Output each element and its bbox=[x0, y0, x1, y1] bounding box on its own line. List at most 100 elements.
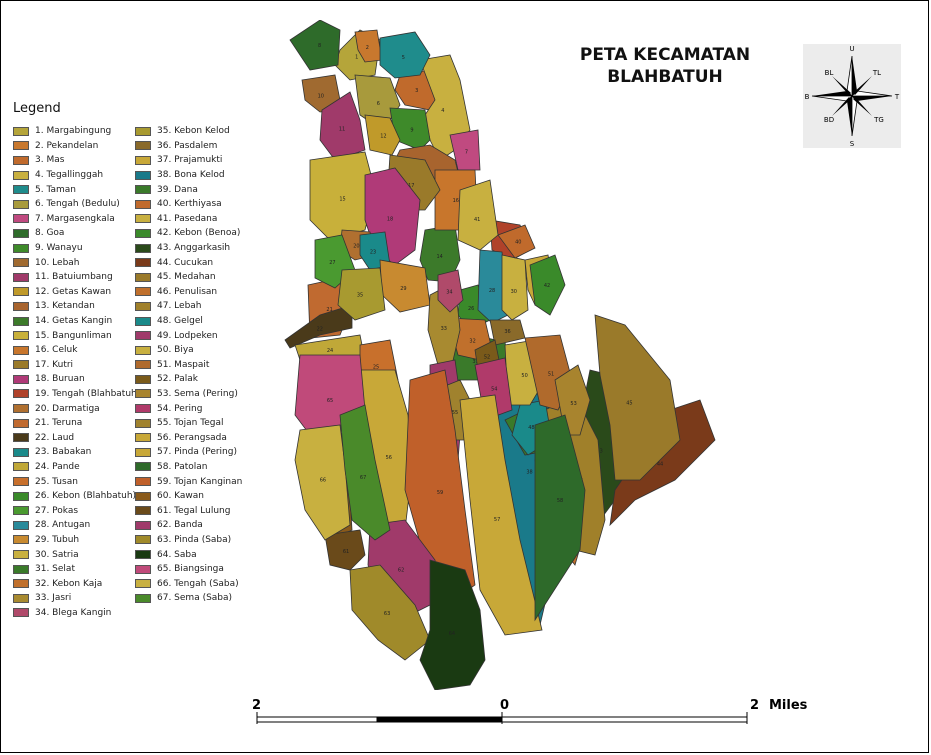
district-number-label: 20 bbox=[353, 243, 359, 249]
district-number-label: 12 bbox=[380, 134, 386, 140]
legend-swatch bbox=[135, 126, 151, 136]
legend-item: 40. Kerthiyasa bbox=[135, 197, 242, 212]
legend-label: 51. Maspait bbox=[157, 359, 210, 370]
legend-label: 21. Teruna bbox=[35, 418, 83, 429]
legend-item: 23. Babakan bbox=[13, 445, 140, 460]
legend-label: 52. Palak bbox=[157, 374, 198, 385]
legend-item: 35. Kebon Kelod bbox=[135, 124, 242, 139]
district-number-label: 8 bbox=[318, 43, 321, 49]
legend-label: 10. Lebah bbox=[35, 257, 80, 268]
legend-label: 4. Tegallinggah bbox=[35, 170, 104, 181]
district-number-label: 29 bbox=[400, 286, 406, 292]
legend-label: 17. Kutri bbox=[35, 359, 74, 370]
legend-swatch bbox=[135, 185, 151, 195]
district-number-label: 2 bbox=[366, 45, 369, 51]
district-number-label: 27 bbox=[329, 260, 335, 266]
legend-item: 36. Pasdalem bbox=[135, 139, 242, 154]
legend-item: 54. Pering bbox=[135, 401, 242, 416]
legend-item: 46. Penulisan bbox=[135, 285, 242, 300]
district-region bbox=[319, 91, 366, 161]
district-number-label: 38 bbox=[526, 470, 532, 476]
legend-swatch bbox=[13, 228, 29, 238]
legend-swatch bbox=[135, 506, 151, 516]
legend-item: 45. Medahan bbox=[135, 270, 242, 285]
legend-swatch bbox=[135, 155, 151, 165]
district-number-label: 35 bbox=[357, 293, 363, 299]
legend-label: 23. Babakan bbox=[35, 447, 92, 458]
legend-item: 30. Satria bbox=[13, 547, 140, 562]
legend-swatch bbox=[13, 126, 29, 136]
legend-label: 48. Gelgel bbox=[157, 316, 203, 327]
legend-label: 38. Bona Kelod bbox=[157, 170, 225, 181]
district-number-label: 32 bbox=[469, 339, 475, 345]
legend-swatch bbox=[13, 520, 29, 530]
legend-label: 66. Tengah (Saba) bbox=[157, 578, 239, 589]
legend-swatch bbox=[135, 228, 151, 238]
legend-item: 44. Cucukan bbox=[135, 255, 242, 270]
legend-swatch bbox=[13, 316, 29, 326]
compass-se: TG bbox=[873, 116, 884, 124]
legend-item: 47. Lebah bbox=[135, 299, 242, 314]
legend-swatch bbox=[13, 506, 29, 516]
legend-swatch bbox=[13, 301, 29, 311]
legend-item: 34. Blega Kangin bbox=[13, 606, 140, 621]
district-number-label: 40 bbox=[515, 240, 521, 246]
district-number-label: 16 bbox=[453, 198, 459, 204]
legend-item: 25. Tusan bbox=[13, 474, 140, 489]
map-title: PETA KECAMATAN BLAHBATUH bbox=[560, 44, 770, 88]
legend-label: 45. Medahan bbox=[157, 272, 216, 283]
legend-label: 37. Prajamukti bbox=[157, 155, 223, 166]
district-number-label: 66 bbox=[320, 477, 326, 483]
legend-item: 3. Mas bbox=[13, 153, 140, 168]
legend-item: 27. Pokas bbox=[13, 503, 140, 518]
legend-label: 39. Dana bbox=[157, 184, 198, 195]
legend-label: 16. Celuk bbox=[35, 345, 78, 356]
map-title-line-1: PETA KECAMATAN bbox=[579, 45, 751, 65]
legend-label: 28. Antugan bbox=[35, 520, 91, 531]
legend-item: 63. Pinda (Saba) bbox=[135, 533, 242, 548]
legend-label: 53. Sema (Pering) bbox=[157, 388, 238, 399]
legend-label: 8. Goa bbox=[35, 228, 65, 239]
legend-swatch bbox=[13, 433, 29, 443]
legend-item: 57. Pinda (Pering) bbox=[135, 445, 242, 460]
district-map: 1234567891011121314151617181920212223242… bbox=[284, 20, 716, 690]
legend-label: 29. Tubuh bbox=[35, 534, 80, 545]
compass-nw: BL bbox=[825, 69, 834, 77]
district-number-label: 21 bbox=[326, 307, 332, 313]
district-number-label: 15 bbox=[339, 197, 345, 203]
legend-swatch bbox=[13, 447, 29, 457]
legend-label: 12. Getas Kawan bbox=[35, 286, 112, 297]
legend-swatch bbox=[135, 287, 151, 297]
legend-label: 33. Jasri bbox=[35, 593, 72, 604]
legend-item: 53. Sema (Pering) bbox=[135, 387, 242, 402]
legend-label: 27. Pokas bbox=[35, 505, 79, 516]
legend-item: 12. Getas Kawan bbox=[13, 285, 140, 300]
district-region bbox=[437, 269, 464, 313]
legend-item: 38. Bona Kelod bbox=[135, 168, 242, 183]
legend-item: 58. Patolan bbox=[135, 460, 242, 475]
district-number-label: 33 bbox=[441, 326, 447, 332]
district-number-label: 44 bbox=[657, 462, 663, 468]
legend-swatch bbox=[13, 272, 29, 282]
legend-item: 10. Lebah bbox=[13, 255, 140, 270]
district-region bbox=[309, 151, 376, 241]
legend-title: Legend bbox=[13, 101, 61, 116]
legend-label: 65. Biangsinga bbox=[157, 564, 224, 575]
legend-label: 22. Laud bbox=[35, 432, 75, 443]
legend-swatch bbox=[13, 374, 29, 384]
district-region bbox=[501, 254, 529, 321]
compass-w: B bbox=[805, 93, 810, 101]
legend-swatch bbox=[13, 155, 29, 165]
district-number-label: 23 bbox=[370, 249, 376, 255]
legend-swatch bbox=[135, 477, 151, 487]
legend-label: 50. Biya bbox=[157, 345, 194, 356]
legend-label: 61. Tegal Lulung bbox=[157, 505, 231, 516]
legend-label: 46. Penulisan bbox=[157, 286, 218, 297]
district-number-label: 30 bbox=[511, 289, 517, 295]
legend-item: 24. Pande bbox=[13, 460, 140, 475]
legend-item: 56. Perangsada bbox=[135, 430, 242, 445]
legend-item: 62. Banda bbox=[135, 518, 242, 533]
district-region bbox=[379, 31, 431, 79]
legend-swatch bbox=[13, 360, 29, 370]
legend-item: 39. Dana bbox=[135, 182, 242, 197]
